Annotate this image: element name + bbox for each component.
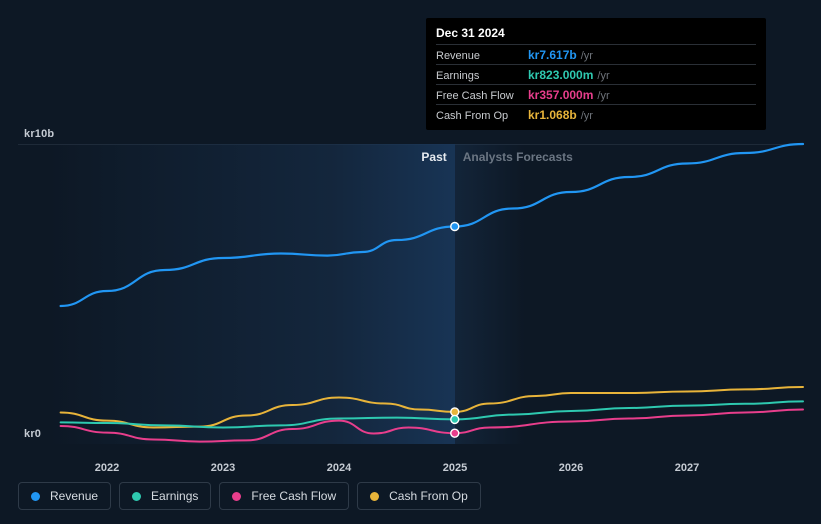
legend-label: Earnings	[151, 489, 198, 503]
chart-lines	[49, 144, 803, 444]
x-axis-tick: 2022	[95, 462, 119, 474]
tooltip-metric-unit: /yr	[581, 50, 593, 62]
tooltip-metric-value: kr1.068b	[528, 108, 577, 122]
tooltip-metric-name: Earnings	[436, 70, 528, 82]
tooltip-row-fcf: Free Cash Flow kr357.000m /yr	[436, 84, 756, 104]
divider-marker-fcf	[451, 429, 459, 437]
divider-marker-revenue	[451, 223, 459, 231]
legend-swatch	[132, 492, 141, 501]
series-line-cash_from_op	[61, 387, 803, 428]
tooltip-metric-value: kr7.617b	[528, 48, 577, 62]
divider-marker-cash_from_op	[451, 408, 459, 416]
tooltip-metric-name: Free Cash Flow	[436, 90, 528, 102]
tooltip-metric-value: kr357.000m	[528, 88, 593, 102]
data-tooltip: Dec 31 2024 Revenue kr7.617b /yr Earning…	[426, 18, 766, 130]
tooltip-metric-unit: /yr	[597, 90, 609, 102]
series-line-revenue	[61, 144, 803, 306]
legend-swatch	[31, 492, 40, 501]
legend: Revenue Earnings Free Cash Flow Cash Fro…	[18, 482, 481, 510]
y-axis-label-max: kr10b	[24, 128, 54, 140]
tooltip-row-cashop: Cash From Op kr1.068b /yr	[436, 104, 756, 124]
legend-swatch	[232, 492, 241, 501]
legend-item-cashop[interactable]: Cash From Op	[357, 482, 481, 510]
tooltip-metric-name: Revenue	[436, 50, 528, 62]
y-axis-label-min: kr0	[24, 428, 41, 440]
x-axis-tick: 2025	[443, 462, 467, 474]
legend-item-fcf[interactable]: Free Cash Flow	[219, 482, 349, 510]
tooltip-row-earnings: Earnings kr823.000m /yr	[436, 64, 756, 84]
legend-label: Cash From Op	[389, 489, 468, 503]
legend-item-revenue[interactable]: Revenue	[18, 482, 111, 510]
legend-item-earnings[interactable]: Earnings	[119, 482, 211, 510]
x-axis-tick: 2023	[211, 462, 235, 474]
legend-swatch	[370, 492, 379, 501]
legend-label: Free Cash Flow	[251, 489, 336, 503]
x-axis-tick: 2027	[675, 462, 699, 474]
tooltip-metric-value: kr823.000m	[528, 68, 593, 82]
x-axis-tick: 2024	[327, 462, 351, 474]
series-line-earnings	[61, 401, 803, 427]
divider-marker-earnings	[451, 415, 459, 423]
tooltip-row-revenue: Revenue kr7.617b /yr	[436, 44, 756, 64]
tooltip-metric-unit: /yr	[581, 110, 593, 122]
tooltip-date: Dec 31 2024	[436, 26, 756, 44]
x-axis: 2022 2023 2024 2025 2026 2027	[49, 462, 804, 476]
plot-area[interactable]: Past Analysts Forecasts	[49, 144, 803, 444]
legend-label: Revenue	[50, 489, 98, 503]
x-axis-tick: 2026	[559, 462, 583, 474]
tooltip-metric-name: Cash From Op	[436, 110, 528, 122]
tooltip-metric-unit: /yr	[597, 70, 609, 82]
